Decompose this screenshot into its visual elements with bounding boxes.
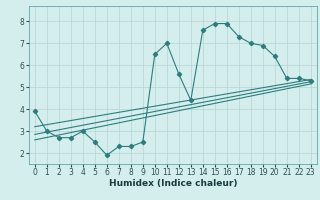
- X-axis label: Humidex (Indice chaleur): Humidex (Indice chaleur): [108, 179, 237, 188]
